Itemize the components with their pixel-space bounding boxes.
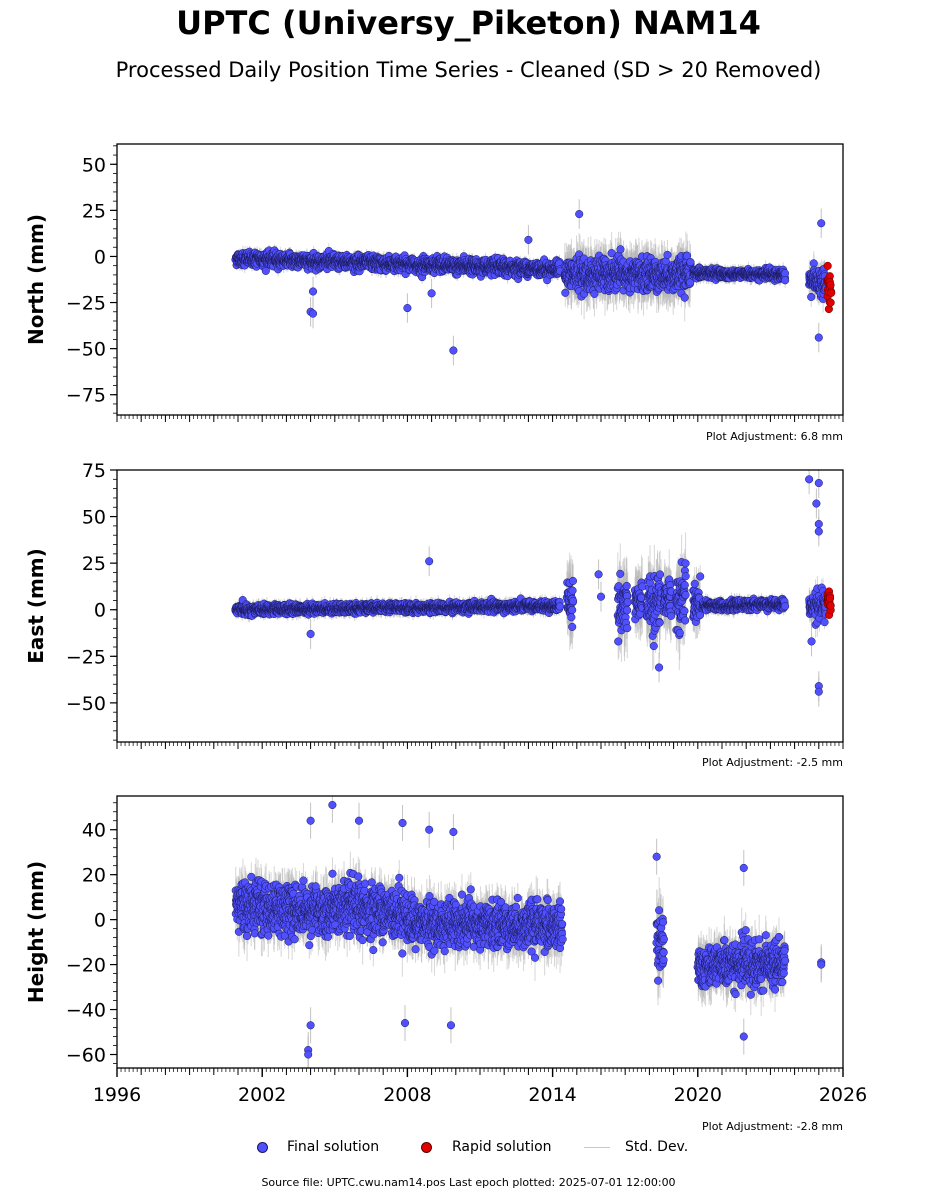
chart-title: UPTC (Universy_Piketon) NAM14 bbox=[176, 4, 761, 42]
std-dev-bars bbox=[234, 199, 827, 366]
chart-subtitle: Processed Daily Position Time Series - C… bbox=[115, 58, 822, 82]
data-layer bbox=[231, 199, 836, 366]
data-points bbox=[231, 210, 836, 355]
